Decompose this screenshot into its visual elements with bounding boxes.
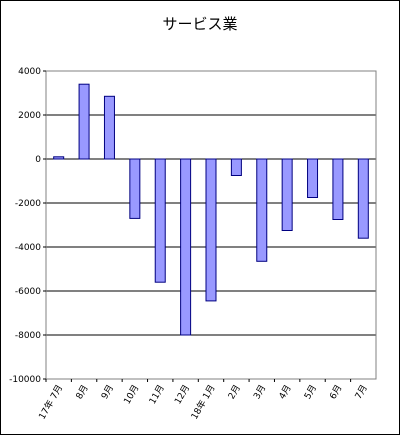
bar bbox=[129, 158, 141, 219]
bar bbox=[154, 158, 166, 283]
bar bbox=[256, 158, 268, 262]
y-tick-label: 2000 bbox=[18, 111, 41, 121]
bar bbox=[53, 156, 65, 160]
y-tick-label: 0 bbox=[35, 155, 41, 165]
x-tick-label: 9月 bbox=[99, 383, 116, 401]
bars bbox=[53, 83, 369, 336]
x-tick-label: 4月 bbox=[277, 383, 294, 401]
bar bbox=[180, 158, 192, 336]
y-tick-label: 4000 bbox=[18, 67, 41, 77]
x-tick-label: 10月 bbox=[122, 383, 142, 406]
x-tick-label: 6月 bbox=[328, 383, 345, 401]
y-tick-label: -2000 bbox=[15, 199, 41, 209]
bar bbox=[205, 158, 217, 302]
bar bbox=[281, 158, 293, 231]
bar bbox=[103, 95, 115, 160]
axes bbox=[43, 70, 377, 382]
y-tick-label: -6000 bbox=[15, 287, 41, 297]
bar bbox=[332, 158, 344, 220]
bar bbox=[78, 83, 90, 160]
x-tick-label: 12月 bbox=[172, 383, 192, 406]
x-tick-label: 2月 bbox=[226, 383, 243, 401]
y-tick-label: -8000 bbox=[15, 331, 41, 341]
x-tick-label: 3月 bbox=[251, 383, 268, 401]
bar bbox=[307, 158, 319, 198]
y-tick-label: -10000 bbox=[9, 375, 41, 385]
x-tick-label: 18年 1月 bbox=[188, 383, 217, 422]
bar bbox=[230, 158, 242, 176]
plot-area bbox=[45, 70, 377, 380]
x-tick-label: 8月 bbox=[74, 383, 91, 401]
x-tick-label: 11月 bbox=[147, 383, 167, 406]
x-tick-label: 5月 bbox=[302, 383, 319, 401]
chart-title: サービス業 bbox=[162, 15, 238, 33]
y-tick-label: -4000 bbox=[15, 243, 41, 253]
x-tick-label: 7月 bbox=[353, 383, 370, 401]
y-tick-labels: 4000 2000 0 -2000 -4000 -6000 -8000 -10000 bbox=[9, 67, 41, 385]
x-tick-label: 17年 7月 bbox=[36, 383, 65, 422]
bar bbox=[357, 158, 369, 239]
